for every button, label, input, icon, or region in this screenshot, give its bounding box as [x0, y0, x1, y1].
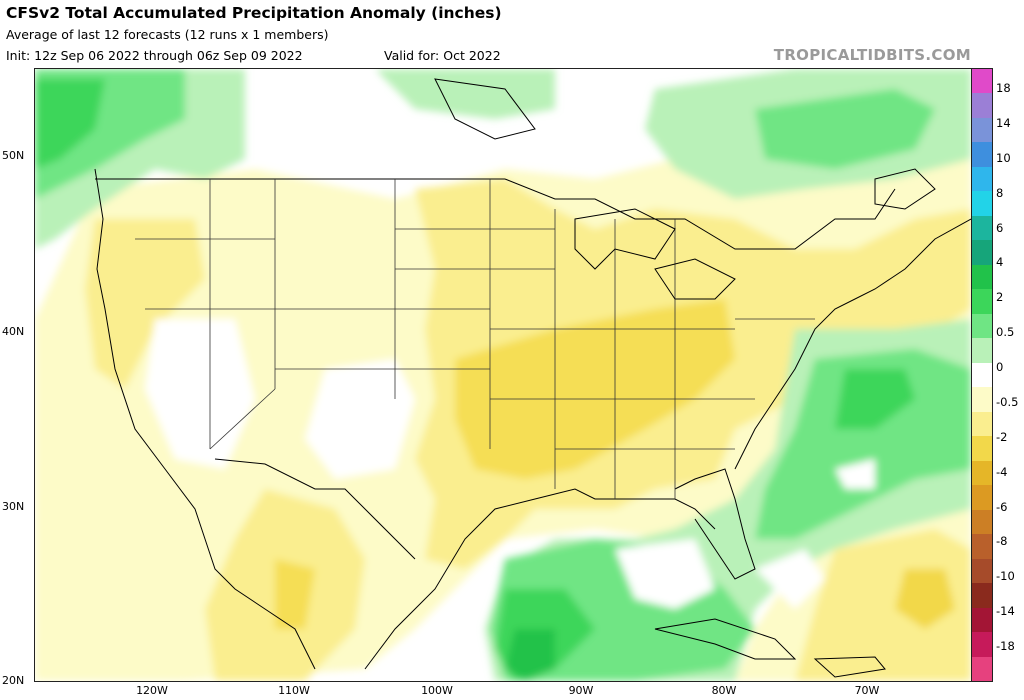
colorbar-tick-label: 6: [996, 220, 1004, 235]
lon-label-90w: 90W: [568, 684, 594, 697]
chart-title: CFSv2 Total Accumulated Precipitation An…: [6, 4, 502, 22]
colorbar-tick-label: -0.5: [996, 394, 1019, 409]
colorbar-tick-label: 2: [996, 290, 1004, 305]
colorbar-segment: [972, 289, 992, 315]
colorbar-segment: [972, 436, 992, 462]
map-canvas: [35, 69, 971, 681]
lon-label-70w: 70W: [854, 684, 880, 697]
colorbar-tick-label: -10: [996, 569, 1015, 584]
colorbar-segment: [972, 69, 992, 94]
colorbar-segment: [972, 656, 992, 682]
colorbar-segment: [972, 215, 992, 241]
lon-label-120w: 120W: [136, 684, 168, 697]
colorbar-segment: [972, 338, 992, 364]
colorbar-tick-label: -18: [996, 639, 1015, 653]
colorbar-tick-label: -8: [996, 534, 1008, 549]
colorbar-segment: [972, 93, 992, 119]
colorbar-segment: [972, 583, 992, 609]
colorbar-tick-label: -4: [996, 464, 1008, 479]
colorbar-tick-label: -6: [996, 499, 1008, 514]
colorbar-segment: [972, 558, 992, 584]
colorbar-segment: [972, 485, 992, 511]
colorbar-tick-label: 14: [996, 115, 1011, 130]
colorbar-tick-label: 0.5: [996, 325, 1015, 340]
colorbar-segment: [972, 509, 992, 535]
colorbar-tick-label: 10: [996, 150, 1011, 165]
lon-label-100w: 100W: [421, 684, 453, 697]
colorbar-segment: [972, 117, 992, 143]
colorbar-segment: [972, 362, 992, 388]
lat-label-30n: 30N: [2, 500, 25, 513]
chart-subtitle: Average of last 12 forecasts (12 runs x …: [6, 27, 329, 42]
colorbar-tick-label: 8: [996, 185, 1004, 200]
anomaly-field: [35, 69, 971, 681]
init-time-label: Init: 12z Sep 06 2022 through 06z Sep 09…: [6, 48, 303, 63]
colorbar-segment: [972, 191, 992, 217]
colorbar-tick-label: 0: [996, 360, 1004, 374]
colorbar-tick-label: -14: [996, 604, 1015, 619]
colorbar-segment: [972, 313, 992, 339]
lat-label-50n: 50N: [2, 149, 25, 162]
valid-time-label: Valid for: Oct 2022: [384, 48, 501, 63]
colorbar-segment: [972, 411, 992, 437]
colorbar-segment: [972, 264, 992, 290]
lon-label-110w: 110W: [278, 684, 310, 697]
colorbar-segment: [972, 166, 992, 192]
lon-label-80w: 80W: [711, 684, 737, 697]
colorbar-segment: [972, 387, 992, 413]
colorbar-segment: [972, 607, 992, 633]
lat-label-20n: 20N: [2, 674, 25, 687]
colorbar-segment: [972, 240, 992, 266]
colorbar-tick-label: 18: [996, 81, 1011, 95]
colorbar: [971, 68, 993, 682]
colorbar-segment: [972, 460, 992, 486]
colorbar-segment: [972, 142, 992, 168]
brand-watermark: TROPICALTIDBITS.COM: [773, 46, 971, 64]
colorbar-segment: [972, 632, 992, 657]
lat-label-40n: 40N: [2, 325, 25, 338]
colorbar-tick-label: -2: [996, 429, 1008, 444]
coastlines-and-borders: [94, 78, 971, 678]
precipitation-anomaly-map: [34, 68, 972, 682]
colorbar-tick-label: 4: [996, 255, 1004, 270]
colorbar-segment: [972, 534, 992, 560]
